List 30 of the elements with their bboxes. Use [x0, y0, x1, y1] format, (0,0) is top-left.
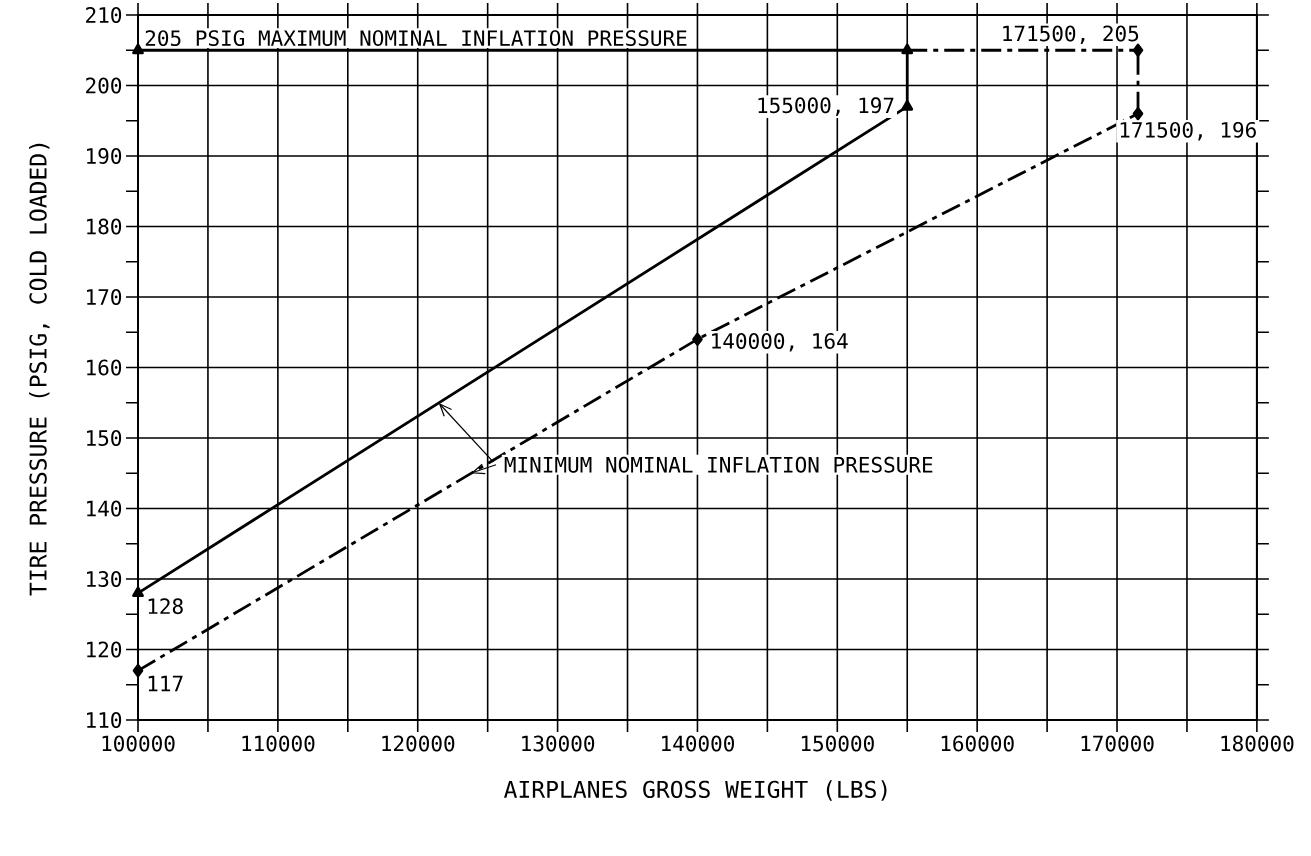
- annotation: 128: [148, 598, 183, 615]
- y-tick-label: 190: [87, 148, 122, 164]
- x-tick-label: 120000: [382, 735, 455, 752]
- x-tick-label: 180000: [1221, 735, 1294, 752]
- y-tick-label: 170: [87, 289, 122, 305]
- annotation: 205 PSIG MAXIMUM NOMINAL INFLATION PRESSURE: [145, 30, 687, 47]
- annotation: 155000, 197: [758, 97, 894, 116]
- y-tick-label: 110: [87, 712, 122, 728]
- x-tick-label: 140000: [662, 735, 735, 752]
- x-tick-label: 130000: [522, 735, 595, 752]
- y-tick-label: 160: [87, 359, 122, 376]
- y-tick-label: 120: [87, 641, 122, 658]
- x-tick-label: 170000: [1081, 735, 1154, 752]
- y-tick-label: 150: [87, 430, 122, 446]
- y-tick-label: 210: [86, 7, 122, 23]
- x-tick-label: 160000: [941, 735, 1014, 752]
- annotation: 117: [148, 675, 183, 692]
- y-axis-title: TIRE PRESSURE (PSIG, COLD LOADED): [29, 143, 50, 596]
- annotation: 171500, 205: [1003, 25, 1139, 45]
- y-tick-label: 140: [87, 500, 122, 517]
- x-tick-label: 150000: [801, 735, 874, 752]
- annotation: MINIMUM NOMINAL INFLATION PRESSURE: [504, 456, 933, 473]
- annotation: 171500, 196: [1120, 121, 1256, 141]
- x-tick-label: 110000: [242, 735, 315, 752]
- x-axis-title: AIRPLANES GROSS WEIGHT (LBS): [504, 780, 887, 801]
- y-tick-label: 200: [86, 77, 122, 94]
- x-tick-label: 100000: [102, 735, 175, 752]
- y-tick-label: 180: [87, 218, 122, 235]
- annotation: 140000, 164: [712, 333, 848, 352]
- y-tick-label: 130: [87, 571, 122, 587]
